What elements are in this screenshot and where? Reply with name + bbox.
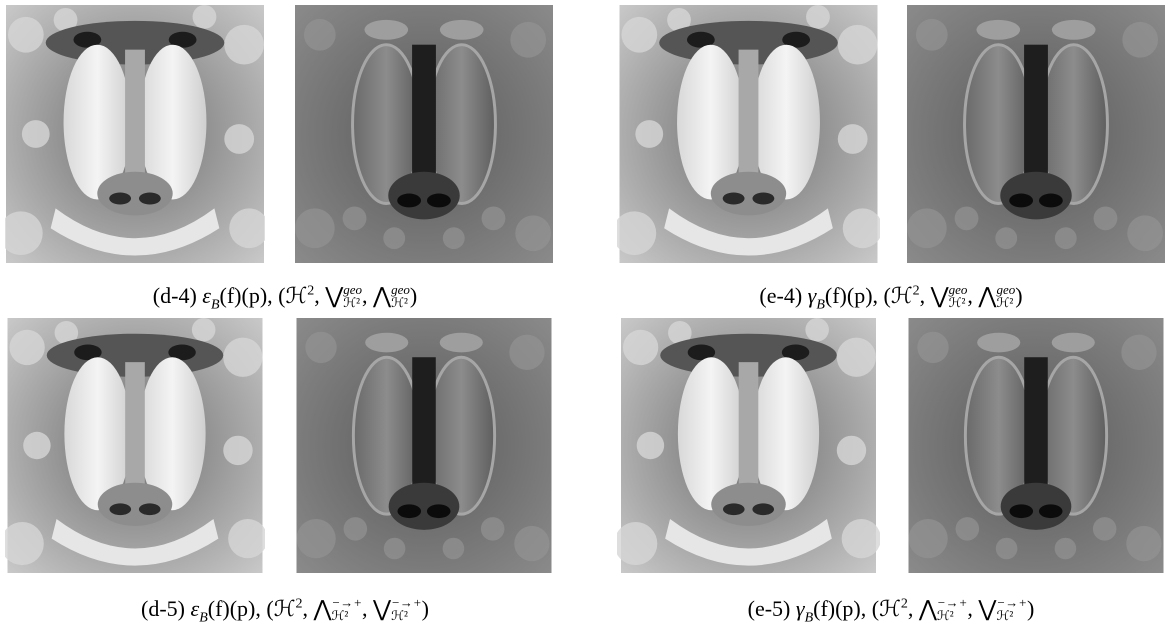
caption-text: , ⋁ xyxy=(314,283,344,308)
caption-text: (f)(p), (ℋ xyxy=(219,283,308,308)
caption-superscript: 2 xyxy=(912,283,920,299)
caption-text: ) xyxy=(1027,596,1035,621)
caption-subscript: B xyxy=(210,297,220,313)
figure-image xyxy=(907,318,1165,573)
caption-text: , ⋀ xyxy=(967,283,997,308)
caption-superscript: geo xyxy=(996,281,1016,297)
caption-text: , ⋀ xyxy=(362,283,392,308)
caption-subscript: ℋ² xyxy=(948,294,966,310)
caption-subscript: ℋ² xyxy=(996,607,1014,623)
caption-text: ) xyxy=(409,283,418,308)
caption-text: (e-4) xyxy=(759,283,808,308)
caption-superscript: −→+ xyxy=(996,594,1028,610)
figure-image xyxy=(617,318,880,573)
caption: (d-5) εB(f)(p), (ℋ2, ⋀ −→+ ℋ², ⋁ −→+ ℋ²) xyxy=(0,596,585,626)
caption-text: (f)(p), (ℋ xyxy=(824,283,913,308)
figure-image xyxy=(5,318,265,573)
caption-text: , ⋀ xyxy=(302,596,332,621)
figure-image xyxy=(295,318,553,573)
figure-image xyxy=(617,5,880,263)
figure-image xyxy=(295,5,553,263)
caption-superscript: geo xyxy=(391,281,410,297)
caption-text: (d-5) xyxy=(141,596,191,621)
figure-image xyxy=(5,5,265,263)
caption-subscript: ℋ² xyxy=(391,607,408,623)
caption-subscript: ℋ² xyxy=(331,607,349,623)
caption-text: , ⋁ xyxy=(362,596,392,621)
caption-text: (d-4) xyxy=(152,283,203,308)
caption-text: ε xyxy=(190,596,200,621)
caption-text: ) xyxy=(421,596,429,621)
caption-text: , ⋁ xyxy=(967,596,997,621)
caption-superscript: 2 xyxy=(295,596,303,612)
caption-superscript: −→+ xyxy=(936,594,968,610)
caption-subscript: ℋ² xyxy=(343,294,361,310)
caption-text: (f)(p), (ℋ xyxy=(207,596,296,621)
caption-superscript: 2 xyxy=(900,596,908,612)
caption-superscript: 2 xyxy=(307,283,315,299)
caption-script: −→+ ℋ² xyxy=(937,596,968,622)
caption-subscript: ℋ² xyxy=(936,607,954,623)
caption-script: −→+ ℋ² xyxy=(996,596,1027,622)
caption-superscript: −→+ xyxy=(331,594,363,610)
caption-text: ) xyxy=(1015,283,1023,308)
caption-text: , ⋁ xyxy=(919,283,949,308)
caption: (e-5) γB(f)(p), (ℋ2, ⋀ −→+ ℋ², ⋁ −→+ ℋ²) xyxy=(591,596,1170,626)
caption-subscript: B xyxy=(816,297,825,313)
caption-script: geo ℋ² xyxy=(949,283,968,309)
caption: (e-4) γB(f)(p), (ℋ2, ⋁ geo ℋ², ⋀ geo ℋ²) xyxy=(591,283,1170,313)
figure-image xyxy=(907,5,1165,263)
caption-text: γ xyxy=(795,596,805,621)
caption-text: (f)(p), (ℋ xyxy=(813,596,901,621)
caption-subscript: ℋ² xyxy=(996,294,1014,310)
caption-subscript: B xyxy=(199,610,208,626)
caption-script: geo ℋ² xyxy=(343,283,362,309)
caption-subscript: ℋ² xyxy=(391,294,408,310)
caption-text: , ⋀ xyxy=(907,596,937,621)
caption-script: −→+ ℋ² xyxy=(332,596,363,622)
caption: (d-4) εB(f)(p), (ℋ2, ⋁ geo ℋ², ⋀ geo ℋ²) xyxy=(0,283,585,313)
caption-superscript: −→+ xyxy=(391,594,422,610)
caption-superscript: geo xyxy=(343,281,363,297)
caption-script: geo ℋ² xyxy=(391,283,410,309)
caption-superscript: geo xyxy=(948,281,968,297)
caption-script: geo ℋ² xyxy=(996,283,1015,309)
caption-text: ε xyxy=(202,283,211,308)
caption-text: γ xyxy=(807,283,817,308)
caption-script: −→+ ℋ² xyxy=(391,596,422,622)
caption-subscript: B xyxy=(804,610,814,626)
caption-text: (e-5) xyxy=(747,596,796,621)
